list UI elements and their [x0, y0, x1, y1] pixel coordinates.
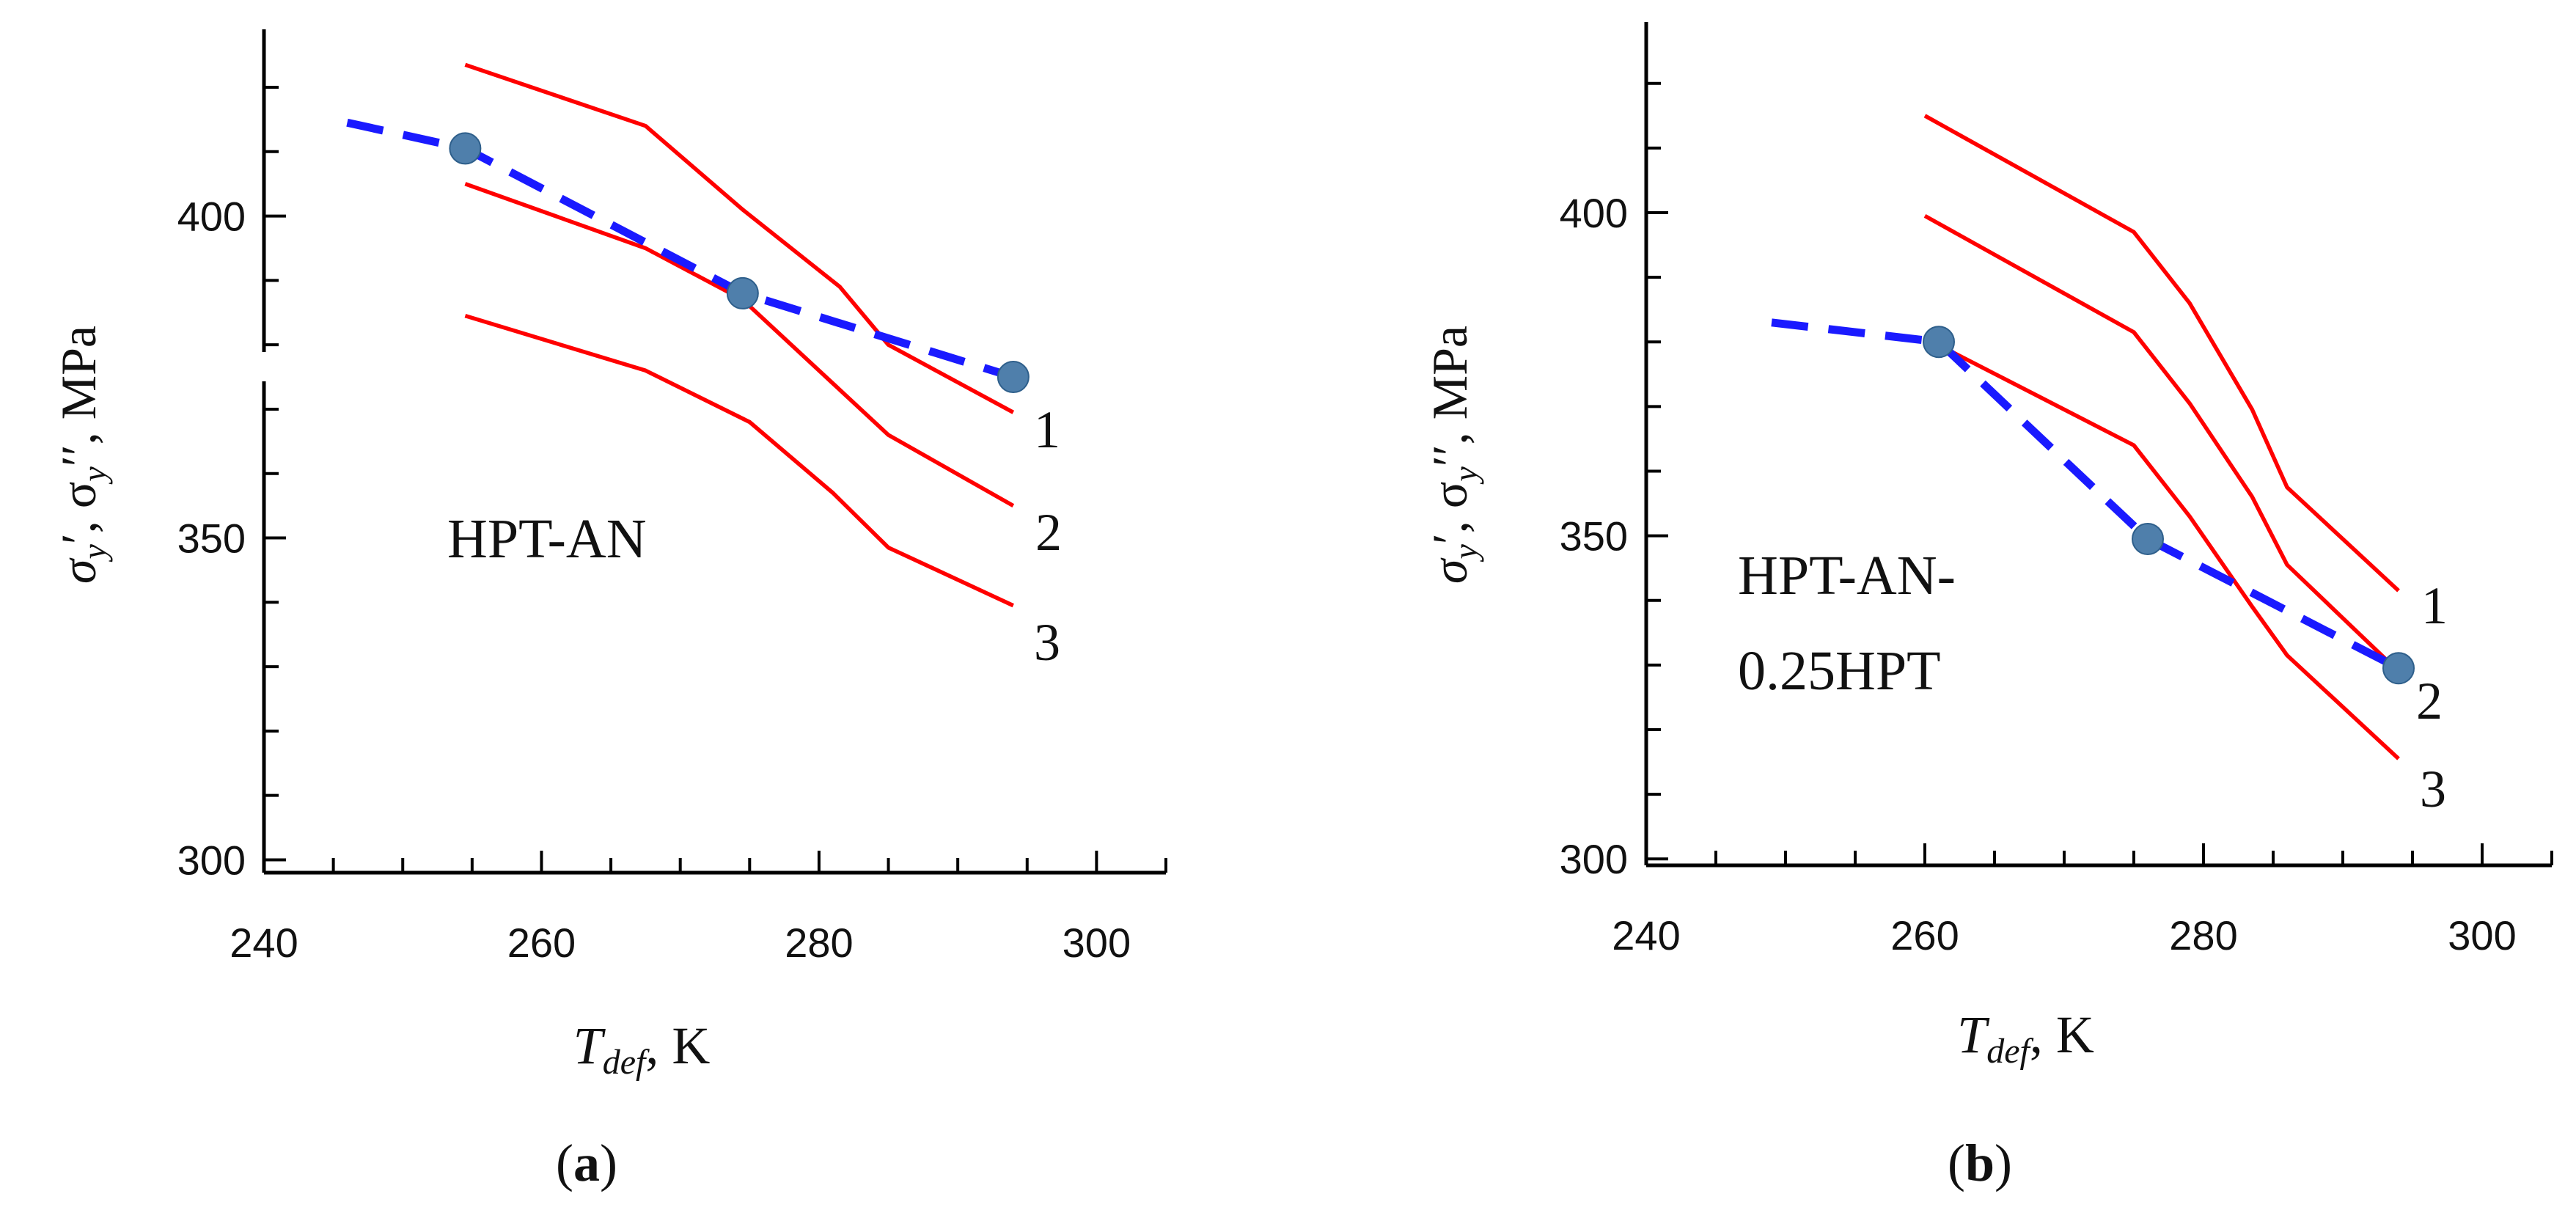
curve-label-1: 1	[2421, 576, 2448, 635]
data-point-marker	[449, 132, 482, 165]
y-tick-label: 350	[1560, 513, 1628, 560]
data-point-marker	[726, 276, 759, 309]
y-axis-title-mid: ′, σ	[1422, 482, 1478, 545]
x-axis-title-unit: , K	[645, 1016, 710, 1075]
y-axis-title-end: ′′, MPa	[51, 326, 106, 466]
panel-label: (a)	[556, 1134, 617, 1192]
y-axis-title: σy′, σy′′, MPa	[51, 326, 113, 584]
panel-label-close: )	[1995, 1134, 2012, 1192]
panel-label-letter: a	[573, 1134, 600, 1192]
y-tick-label: 400	[1560, 190, 1628, 236]
curve-label-3: 3	[1034, 613, 1060, 672]
y-tick-label: 400	[177, 194, 246, 240]
x-axis-title-sub: def	[603, 1043, 650, 1082]
model-line-1	[1923, 114, 2400, 593]
data-point-marker	[2132, 522, 2164, 555]
y-axis-title-end: ′′, MPa	[1422, 326, 1478, 466]
x-tick-label: 300	[2448, 912, 2516, 958]
material-annotation: 0.25HPT	[1738, 640, 1941, 702]
y-axis-title-sigma1: σ	[51, 557, 106, 584]
data-point-marker	[997, 361, 1030, 394]
x-axis-title-T: T	[1957, 1005, 1990, 1064]
x-tick-label: 280	[2169, 912, 2237, 958]
y-axis-title-sigma1: σ	[1422, 557, 1478, 584]
panel-label-open: (	[1948, 1134, 1965, 1192]
model-line-1	[464, 62, 1015, 414]
x-axis-title: Tdef, K	[1957, 1005, 2094, 1071]
model-line-2	[464, 182, 1015, 507]
experimental-dashed-line	[1771, 318, 2401, 672]
curve-label-2: 2	[1035, 503, 1062, 562]
x-tick-label: 280	[785, 920, 853, 966]
y-tick-label: 350	[177, 516, 246, 562]
model-line-2	[1923, 213, 2400, 673]
panel-label-letter: b	[1965, 1134, 1995, 1192]
curve-label-3: 3	[2420, 760, 2446, 818]
x-tick-label: 300	[1063, 920, 1131, 966]
y-axis-title-sub2: y	[1447, 466, 1484, 485]
y-axis-title-mid: ′, σ	[51, 482, 106, 545]
x-tick-label: 260	[1890, 912, 1959, 958]
x-axis-title-sub: def	[1986, 1032, 2033, 1071]
y-axis-title-sub1: y	[1447, 544, 1484, 562]
y-axis-title-sub2: y	[76, 466, 113, 485]
material-annotation: HPT-AN	[447, 508, 647, 570]
x-axis-title: Tdef, K	[573, 1016, 711, 1082]
curve-label-2: 2	[2416, 672, 2443, 730]
y-axis-title-sub1: y	[76, 544, 113, 562]
x-axis-title-T: T	[573, 1016, 606, 1075]
x-axis-title-unit: , K	[2030, 1005, 2094, 1064]
y-axis-title: σy′, σy′′, MPa	[1422, 326, 1484, 584]
data-point-marker	[2382, 652, 2415, 685]
x-tick-label: 260	[507, 920, 576, 966]
panel-label: (b)	[1948, 1134, 2012, 1192]
experimental-dashed-line	[346, 118, 1015, 381]
chart-panel-b: 240 260 280 300300350400123HPT-AN-0.25HPTσy…	[1422, 22, 2553, 1192]
material-annotation: HPT-AN-	[1738, 545, 1956, 606]
y-tick-label: 300	[177, 837, 246, 883]
model-line-3	[1937, 343, 2400, 760]
curve-label-1: 1	[1034, 400, 1060, 459]
model-line-3	[464, 313, 1014, 608]
x-tick-label: 240	[1612, 912, 1680, 958]
y-tick-label: 300	[1560, 836, 1628, 882]
panel-label-close: )	[600, 1134, 617, 1192]
panel-label-open: (	[556, 1134, 573, 1192]
x-tick-label: 240	[230, 920, 298, 966]
data-point-marker	[1923, 326, 1955, 359]
